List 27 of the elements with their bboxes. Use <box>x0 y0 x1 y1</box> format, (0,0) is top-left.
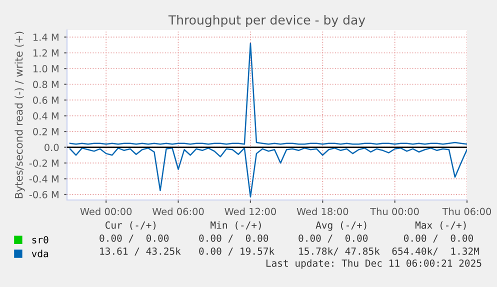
y-tick-label: -0.6 M <box>29 190 58 198</box>
y-axis-title: Bytes/second read (-) / write (+) <box>14 32 25 198</box>
text: 0.00 / 0.00 0.00 / 0.00 0.00 / 0.00 0.00 / 0.00 <box>100 234 473 243</box>
y-tick-label: 0.2 M <box>33 128 58 136</box>
y-tick-label: 0.6 M <box>33 96 58 104</box>
text: 13.61 / 43.25k 0.00 / 19.57k 15.78k/ 47.85k 654.40k/ 1.32M <box>100 247 480 256</box>
x-tick-label: Wed 18:00 <box>296 208 348 216</box>
line-series <box>69 42 467 145</box>
x-tick-label: Wed 00:00 <box>80 208 132 216</box>
text: Last update: Thu Dec 11 06:00:21 2025 <box>266 259 482 269</box>
line-series <box>69 147 467 198</box>
y-tick-label: 0.0 <box>44 144 59 152</box>
y-tick-label: 1.0 M <box>33 65 58 72</box>
x-tick-label: Wed 06:00 <box>152 208 204 216</box>
y-tick-label: 1.2 M <box>33 49 58 57</box>
x-tick-label: Thu 00:00 <box>370 208 419 216</box>
y-tick-label: 0.8 M <box>33 80 58 88</box>
y-tick-label: 0.4 M <box>33 112 58 120</box>
chart-title: Throughput per device - by day <box>168 14 366 28</box>
legend-label: vda <box>32 250 48 258</box>
text: Cur (-/+) Min (-/+) Avg (-/+) Max (-/+) <box>106 221 466 231</box>
y-tick-label: -0.2 M <box>29 159 58 167</box>
y-tick-label: -0.4 M <box>29 175 58 183</box>
y-tick-label: 1.4 M <box>33 34 58 41</box>
legend-label: sr0 <box>32 236 48 244</box>
x-tick-label: Thu 06:00 <box>442 208 492 216</box>
x-tick-label: Wed 12:00 <box>224 208 276 216</box>
